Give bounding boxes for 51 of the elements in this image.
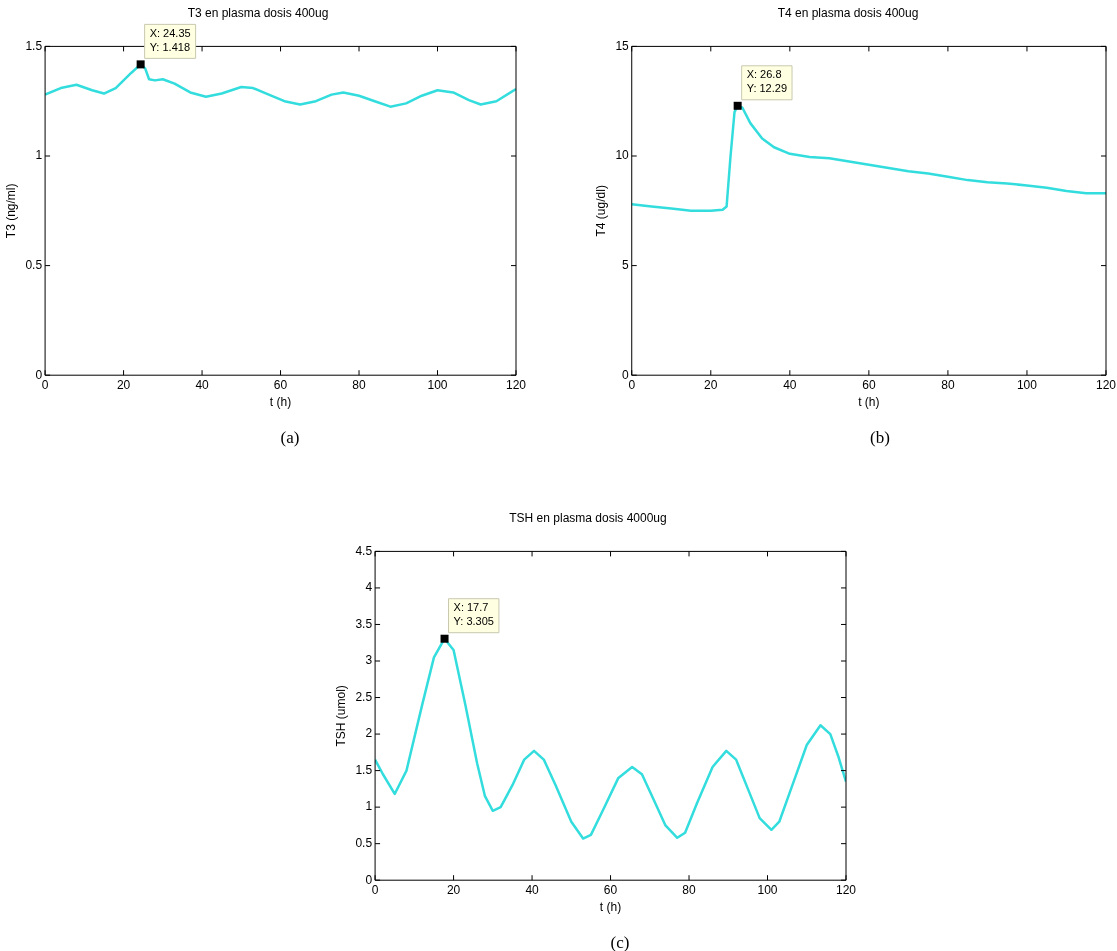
chart-title: TSH en plasma dosis 4000ug <box>509 510 667 525</box>
x-tick-label: 40 <box>783 377 797 392</box>
y-tick-label: 0 <box>622 367 630 382</box>
y-tick-label: 4.5 <box>355 543 373 558</box>
x-tick-label: 100 <box>1016 377 1038 392</box>
x-tick-label: 100 <box>427 377 448 392</box>
y-axis-title: T3 (ng/ml) <box>3 183 18 239</box>
x-tick-label: 60 <box>603 882 618 897</box>
x-tick-label: 120 <box>1095 377 1117 392</box>
y-tick-label: 3.5 <box>355 616 373 631</box>
x-tick-label: 20 <box>446 882 461 897</box>
x-tick-label: 40 <box>525 882 540 897</box>
y-tick-label: 2 <box>365 726 373 741</box>
x-tick-label: 100 <box>757 882 778 897</box>
x-tick-label: 120 <box>835 882 857 897</box>
y-tick-label: 4 <box>365 580 373 595</box>
y-tick-label: 0 <box>365 872 373 887</box>
annotation: X: 17.7 Y: 3.305 <box>453 601 494 628</box>
chart-title: T3 en plasma dosis 400ug <box>187 5 329 20</box>
y-axis-title: TSH (umol) <box>333 685 348 747</box>
y-tick-label: 0.5 <box>355 835 373 850</box>
x-tick-label: 20 <box>116 377 131 392</box>
text: (c) <box>609 933 631 951</box>
y-tick-label: 1.5 <box>355 762 373 777</box>
y-tick-label: 1 <box>35 148 43 163</box>
y-tick-label: 10 <box>615 148 630 163</box>
y-tick-label: 1 <box>365 799 373 814</box>
y-tick-label: 15 <box>615 38 630 53</box>
text: (a) <box>279 428 301 448</box>
y-tick-label: 2.5 <box>355 689 373 704</box>
y-tick-label: 1.5 <box>25 38 43 53</box>
x-tick-label: 40 <box>195 377 210 392</box>
x-tick-label: 60 <box>862 377 876 392</box>
y-tick-label: 3 <box>365 653 373 668</box>
x-tick-label: 60 <box>273 377 288 392</box>
x-tick-label: 20 <box>704 377 718 392</box>
x-axis-title: t (h) <box>269 395 292 410</box>
annotation: X: 24.35 Y: 1.418 <box>149 26 191 53</box>
chart-title: T4 en plasma dosis 400ug <box>777 5 919 20</box>
y-tick-label: 0 <box>35 367 43 382</box>
x-tick-label: 120 <box>505 377 527 392</box>
annotation: X: 26.8 Y: 12.29 <box>746 68 788 95</box>
y-axis-title: T4 (ug/dl) <box>593 185 608 237</box>
y-tick-label: 0.5 <box>25 257 43 272</box>
x-axis-title: t (h) <box>858 395 880 410</box>
x-tick-label: 80 <box>352 377 367 392</box>
x-axis-title: t (h) <box>599 900 622 915</box>
y-tick-label: 5 <box>622 257 630 272</box>
x-tick-label: 80 <box>941 377 955 392</box>
text: (b) <box>869 428 891 448</box>
x-tick-label: 80 <box>682 882 697 897</box>
